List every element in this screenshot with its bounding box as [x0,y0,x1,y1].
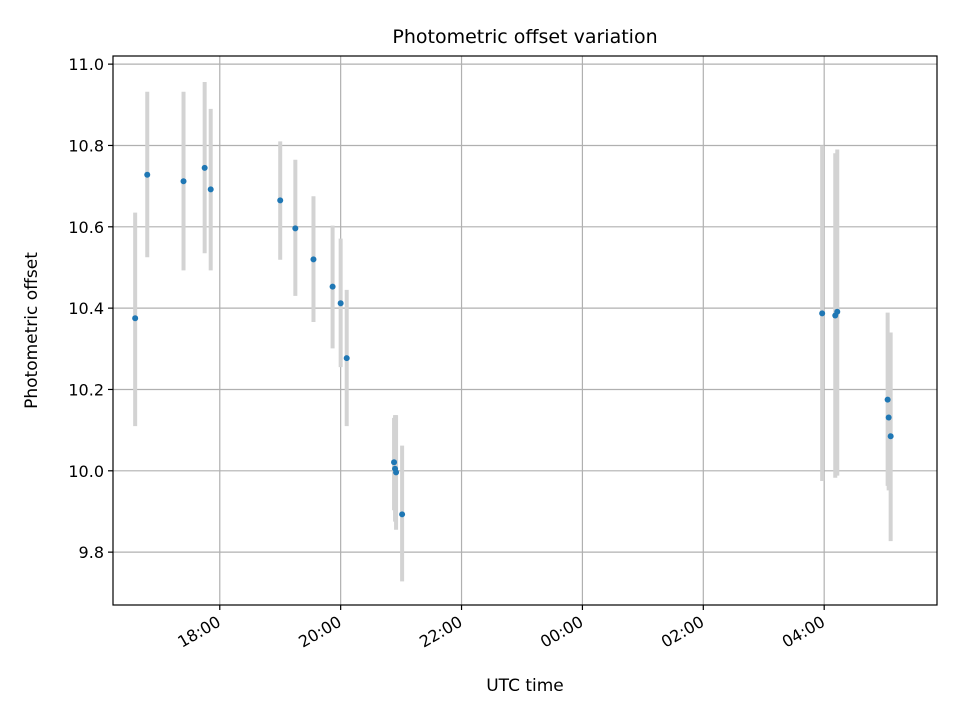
y-tick-label: 11.0 [68,55,104,74]
data-point [885,414,892,421]
y-tick-label: 10.8 [68,136,104,155]
data-point [343,355,350,362]
data-point [391,459,398,466]
y-tick-label: 10.0 [68,462,104,481]
y-tick-label: 9.8 [79,543,104,562]
data-point [180,178,187,185]
chart-title: Photometric offset variation [392,26,657,48]
data-point [393,469,400,476]
data-point [329,283,336,290]
data-point [399,511,406,518]
data-points [132,164,894,518]
y-tick-label: 10.6 [68,218,104,237]
data-point [132,315,139,322]
grid [113,56,937,605]
data-point [277,197,284,204]
data-point [310,256,317,263]
data-point [884,396,891,403]
data-point [337,300,344,307]
y-axis-label: Photometric offset [22,252,42,409]
data-point [887,433,894,440]
data-point [201,164,208,171]
y-tick-label: 10.4 [68,299,104,318]
data-point [834,308,841,315]
y-tick-label: 10.2 [68,380,104,399]
data-point [207,186,214,193]
data-point [819,310,826,317]
plot-frame [112,55,938,606]
x-axis-label: UTC time [486,676,564,696]
data-point [292,225,299,232]
data-point [144,171,151,178]
